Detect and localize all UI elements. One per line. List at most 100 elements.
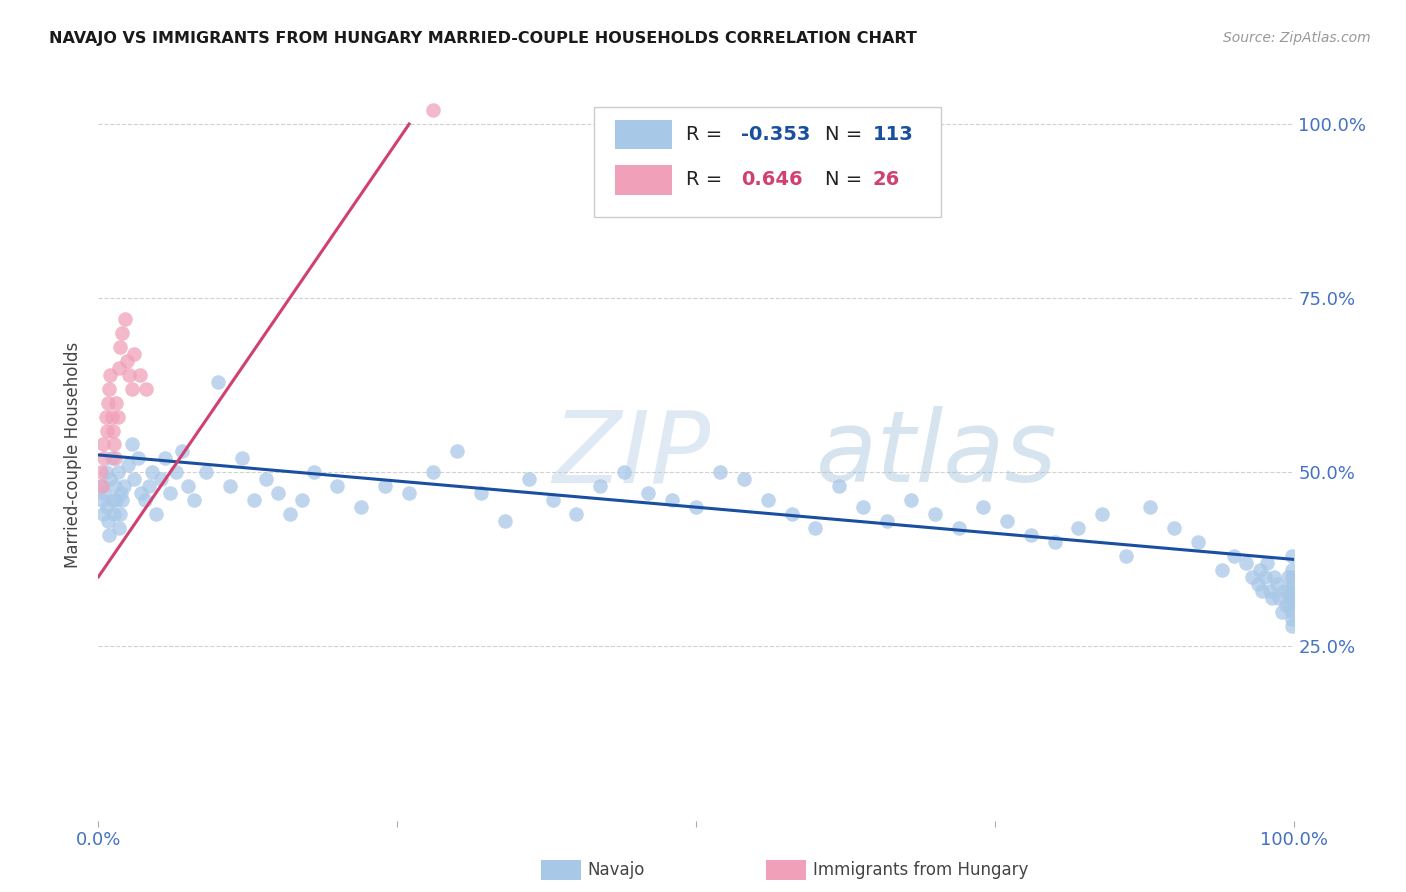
Point: [470, 486, 492, 500]
Point: [1281, 612, 1303, 626]
Text: N =: N =: [825, 170, 875, 189]
Point: [948, 521, 970, 535]
Point: [110, 486, 132, 500]
Point: [93, 486, 115, 500]
Point: [1281, 570, 1303, 584]
Point: [131, 486, 153, 500]
Point: [291, 493, 314, 508]
Point: [98, 382, 121, 396]
Point: [422, 466, 444, 480]
Point: [94, 466, 117, 480]
Point: [138, 479, 160, 493]
Point: [254, 472, 277, 486]
Text: 113: 113: [873, 125, 914, 144]
Point: [121, 382, 143, 396]
Point: [124, 472, 146, 486]
Point: [124, 347, 146, 361]
Point: [1272, 583, 1295, 598]
Point: [565, 507, 588, 521]
Point: [613, 466, 636, 480]
Point: [1249, 563, 1271, 577]
Point: [207, 375, 229, 389]
Point: [1271, 605, 1294, 619]
Point: [1281, 605, 1303, 619]
Point: [852, 500, 875, 515]
Point: [145, 507, 167, 521]
Point: [91, 479, 114, 493]
FancyBboxPatch shape: [595, 108, 941, 218]
Point: [637, 486, 659, 500]
Y-axis label: Married-couple Households: Married-couple Households: [65, 342, 83, 568]
Point: [756, 493, 779, 508]
Point: [105, 493, 128, 508]
Point: [98, 472, 122, 486]
Point: [101, 493, 124, 508]
Text: Navajo: Navajo: [588, 861, 645, 879]
Point: [134, 493, 156, 508]
Point: [104, 479, 127, 493]
Point: [278, 507, 301, 521]
Text: NAVAJO VS IMMIGRANTS FROM HUNGARY MARRIED-COUPLE HOUSEHOLDS CORRELATION CHART: NAVAJO VS IMMIGRANTS FROM HUNGARY MARRIE…: [49, 31, 917, 46]
Point: [107, 360, 129, 375]
Point: [780, 507, 803, 521]
Point: [350, 500, 373, 515]
Point: [108, 507, 131, 521]
Point: [94, 409, 117, 424]
Point: [422, 103, 444, 117]
Point: [129, 368, 152, 382]
Point: [105, 395, 128, 409]
Text: N =: N =: [825, 125, 869, 144]
Point: [114, 312, 136, 326]
Text: -0.353: -0.353: [741, 125, 811, 144]
Point: [172, 444, 194, 458]
Point: [1281, 618, 1303, 632]
Point: [1240, 570, 1263, 584]
Point: [709, 466, 731, 480]
Text: Source: ZipAtlas.com: Source: ZipAtlas.com: [1223, 31, 1371, 45]
Point: [494, 514, 516, 528]
Point: [90, 479, 112, 493]
Point: [93, 451, 115, 466]
Point: [121, 437, 143, 451]
Point: [165, 466, 187, 480]
Point: [195, 466, 218, 480]
Point: [1254, 570, 1277, 584]
Point: [733, 472, 755, 486]
Point: [100, 451, 122, 466]
Point: [104, 451, 127, 466]
Point: [96, 500, 118, 515]
Point: [1278, 583, 1301, 598]
Point: [91, 507, 114, 521]
Point: [1067, 521, 1090, 535]
Point: [107, 521, 129, 535]
Point: [177, 479, 200, 493]
Point: [1247, 576, 1270, 591]
Text: ZIP: ZIP: [553, 407, 711, 503]
Text: 26: 26: [873, 170, 900, 189]
Text: R =: R =: [686, 170, 735, 189]
Point: [1281, 549, 1303, 563]
Point: [1268, 591, 1291, 605]
Text: atlas: atlas: [815, 407, 1057, 503]
Point: [1223, 549, 1246, 563]
Point: [924, 507, 946, 521]
Point: [1281, 576, 1303, 591]
Point: [398, 486, 420, 500]
Point: [1281, 563, 1303, 577]
Point: [1281, 591, 1303, 605]
FancyBboxPatch shape: [614, 165, 672, 194]
Point: [231, 451, 253, 466]
Point: [1281, 583, 1303, 598]
Point: [876, 514, 898, 528]
Text: 0.646: 0.646: [741, 170, 803, 189]
Point: [112, 479, 135, 493]
Point: [183, 493, 205, 508]
Point: [159, 486, 181, 500]
Point: [1263, 570, 1285, 584]
Point: [101, 424, 124, 438]
Point: [141, 466, 163, 480]
Point: [1043, 535, 1066, 549]
Point: [135, 382, 157, 396]
Point: [100, 409, 122, 424]
Point: [1211, 563, 1233, 577]
